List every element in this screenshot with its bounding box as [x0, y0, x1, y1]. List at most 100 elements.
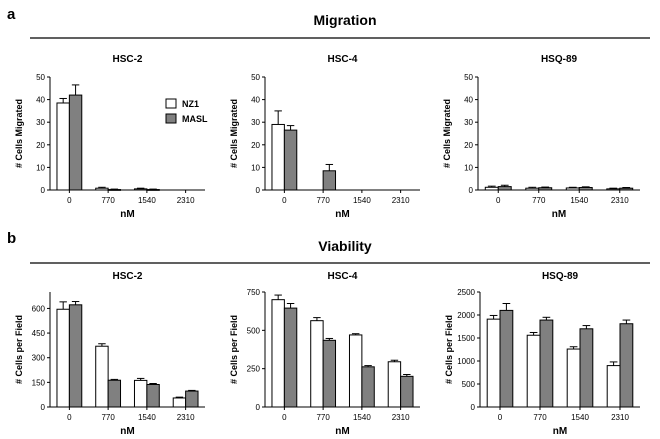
legend-label-masl: MASL: [182, 114, 208, 124]
y-tick-label: 10: [36, 163, 45, 172]
bar-nz1-2310: [172, 397, 187, 408]
x-tick-label: 1540: [353, 196, 371, 205]
bar-masl-2310: [185, 390, 199, 408]
bar-nz1-2310: [387, 361, 402, 408]
bar-masl-770: [322, 339, 337, 408]
bar-masl-1540: [146, 383, 160, 408]
x-tick-label: 1540: [570, 196, 588, 205]
bar-masl-770: [322, 170, 337, 191]
bar-nz1-770: [95, 187, 109, 191]
bar-masl-2310: [619, 187, 634, 191]
x-tick-label: 1540: [353, 413, 371, 422]
bar-nz1-0: [486, 318, 501, 408]
chart-title: HSC-4: [327, 271, 357, 282]
x-tick-label: 1540: [138, 196, 156, 205]
x-axis-label: nM: [120, 426, 134, 437]
y-axis-label: # Cells Migrated: [14, 99, 24, 168]
x-tick-label: 1540: [571, 413, 589, 422]
legend-swatch-nz1: [165, 98, 177, 109]
bar-masl-770: [107, 379, 122, 408]
x-tick-label: 2310: [611, 196, 629, 205]
panel-a-letter: a: [7, 6, 16, 23]
y-axis-label: # Cells per Field: [444, 315, 454, 384]
y-tick-label: 0: [256, 403, 261, 412]
chart-1: HSC-2 0 10 20 30 40 50 # Cells Migrated 0 770 1540…: [14, 54, 205, 220]
chart-title: HSQ-89: [541, 54, 578, 65]
chart-3: HSQ-89 0 10 20 30 40 50 # Cells Migrated 0 770 154…: [442, 54, 640, 220]
x-axis-label: nM: [552, 209, 566, 220]
chart-title: HSQ-89: [542, 271, 579, 282]
chart-title: HSC-4: [327, 54, 357, 65]
y-tick-label: 30: [464, 118, 473, 127]
y-tick-label: 20: [36, 141, 45, 150]
x-tick-label: 2310: [177, 413, 195, 422]
y-tick-label: 0: [41, 186, 46, 195]
y-tick-label: 250: [247, 365, 261, 374]
y-tick-label: 1000: [457, 357, 475, 366]
y-tick-label: 600: [32, 304, 46, 313]
x-tick-label: 770: [316, 196, 330, 205]
panel-a-title: Migration: [314, 12, 377, 28]
bar-nz1-0: [56, 308, 70, 408]
x-tick-label: 770: [101, 196, 115, 205]
x-tick-label: 770: [101, 413, 115, 422]
chart-title: HSC-2: [112, 271, 142, 282]
chart-5: HSC-4 0 250 500 750 # Cells per Field 0 770 1540…: [229, 271, 420, 437]
bar-nz1-0: [56, 102, 70, 191]
bar-nz1-1540: [348, 334, 363, 408]
y-tick-label: 0: [41, 403, 46, 412]
y-tick-label: 50: [251, 73, 260, 82]
x-tick-label: 770: [316, 413, 330, 422]
bar-nz1-1540: [565, 187, 580, 191]
bar-masl-1540: [579, 328, 594, 408]
y-tick-label: 1500: [457, 334, 475, 343]
bar-nz1-0: [271, 299, 285, 408]
y-tick-label: 30: [251, 118, 260, 127]
y-tick-label: 750: [247, 288, 261, 297]
bar-masl-0: [499, 309, 514, 408]
chart-6: HSQ-89 0 500 1000 1500 2000 2500 # Cells per Fi…: [444, 271, 640, 437]
x-tick-label: 1540: [138, 413, 156, 422]
y-axis-label: # Cells per Field: [14, 315, 24, 384]
x-axis-label: nM: [335, 426, 349, 437]
y-tick-label: 300: [32, 354, 46, 363]
panel-b-title: Viability: [318, 238, 372, 254]
y-tick-label: 20: [464, 141, 473, 150]
x-tick-label: 0: [282, 413, 287, 422]
bar-nz1-770: [526, 334, 541, 408]
y-tick-label: 50: [36, 73, 45, 82]
bar-nz1-770: [310, 320, 324, 408]
x-tick-label: 0: [282, 196, 287, 205]
x-tick-label: 2310: [611, 413, 629, 422]
y-tick-label: 40: [464, 96, 473, 105]
bar-masl-770: [538, 187, 553, 191]
x-tick-label: 2310: [392, 413, 410, 422]
x-tick-label: 0: [67, 413, 72, 422]
bar-masl-770: [539, 319, 554, 408]
legend: NZ1 MASL: [165, 98, 208, 124]
x-axis-label: nM: [120, 209, 134, 220]
y-tick-label: 30: [36, 118, 45, 127]
x-tick-label: 770: [532, 196, 546, 205]
y-tick-label: 20: [251, 141, 260, 150]
x-tick-label: 0: [498, 413, 503, 422]
y-tick-label: 10: [464, 163, 473, 172]
bar-nz1-2310: [606, 188, 621, 191]
y-tick-label: 500: [462, 380, 476, 389]
bar-masl-0: [68, 94, 83, 191]
legend-label-nz1: NZ1: [182, 99, 199, 109]
charts-container: HSC-2 0 10 20 30 40 50 # Cells Migrated 0 770 1540…: [14, 54, 640, 437]
y-axis-label: # Cells per Field: [229, 315, 239, 384]
bar-nz1-1540: [133, 379, 148, 408]
bar-nz1-0: [484, 186, 499, 191]
legend-swatch-masl: [165, 113, 177, 124]
bar-masl-0: [68, 304, 83, 408]
bar-nz1-770: [525, 187, 540, 191]
bar-nz1-770: [95, 345, 109, 408]
x-tick-label: 0: [496, 196, 501, 205]
y-tick-label: 40: [36, 96, 45, 105]
panel-b-letter: b: [7, 230, 16, 247]
y-tick-label: 150: [32, 378, 46, 387]
y-tick-label: 2000: [457, 311, 475, 320]
